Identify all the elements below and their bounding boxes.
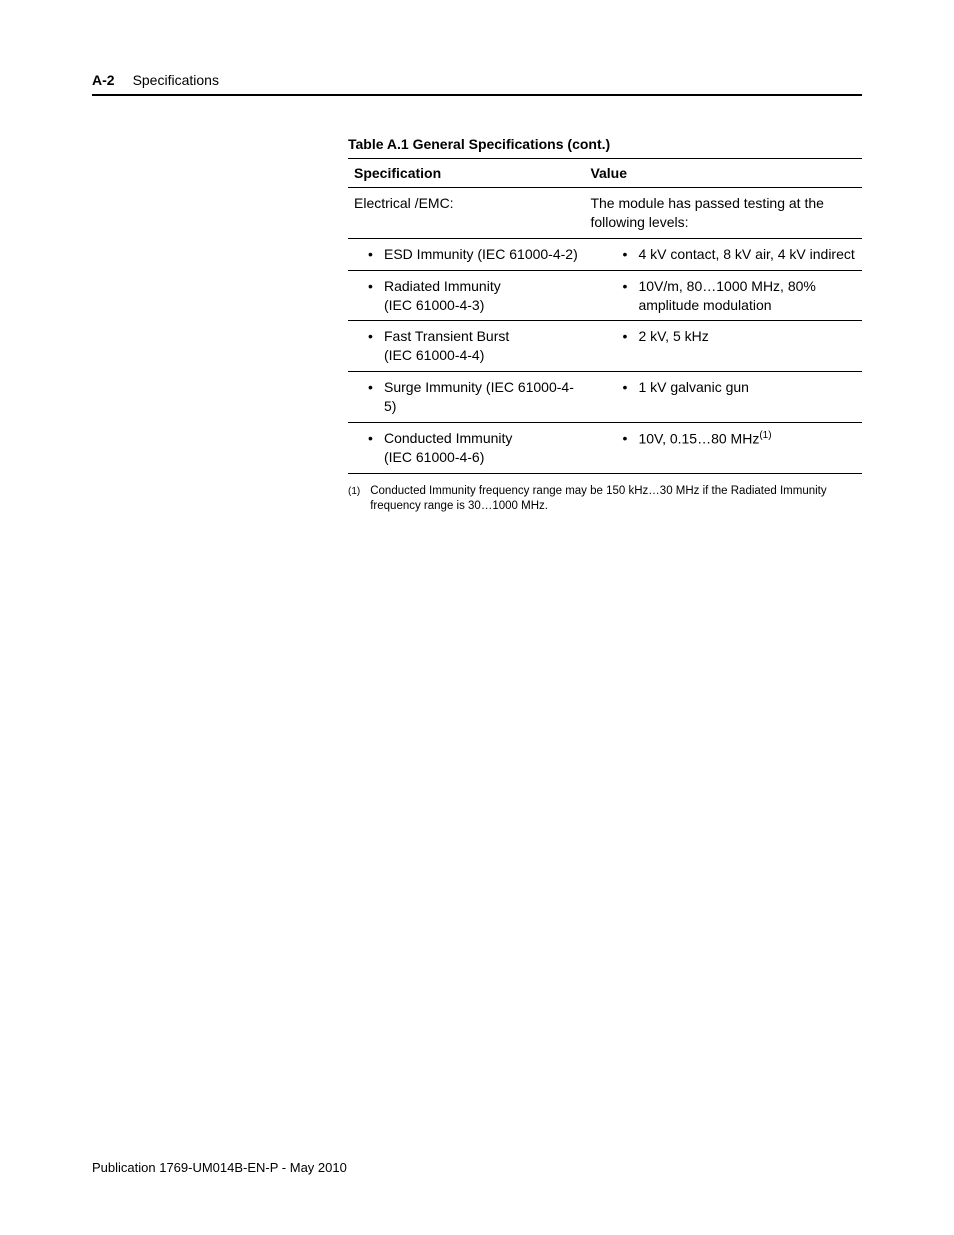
- spec-cell: Surge Immunity (IEC 61000-4-5): [348, 372, 584, 423]
- value-cell: The module has passed testing at the fol…: [584, 188, 862, 239]
- content-area: Table A.1 General Specifications (cont.)…: [348, 136, 862, 515]
- footnote-text: Conducted Immunity frequency range may b…: [370, 484, 862, 515]
- value-cell: 10V/m, 80…1000 MHz, 80% amplitude modula…: [584, 270, 862, 321]
- value-line2: amplitude modulation: [638, 297, 771, 313]
- footnote: (1) Conducted Immunity frequency range m…: [348, 484, 862, 515]
- value-cell: 1 kV galvanic gun: [584, 372, 862, 423]
- spec-line1: Fast Transient Burst: [384, 328, 509, 344]
- table-row: Conducted Immunity (IEC 61000-4-6) 10V, …: [348, 423, 862, 474]
- value-bullet-text: 1 kV galvanic gun: [622, 378, 856, 397]
- footnote-marker: (1): [348, 484, 360, 515]
- spec-bullet-text: Surge Immunity (IEC 61000-4-5): [368, 378, 578, 416]
- table-row: ESD Immunity (IEC 61000-4-2) 4 kV contac…: [348, 238, 862, 270]
- spec-cell: Conducted Immunity (IEC 61000-4-6): [348, 423, 584, 474]
- table-row: Radiated Immunity (IEC 61000-4-3) 10V/m,…: [348, 270, 862, 321]
- value-cell: 4 kV contact, 8 kV air, 4 kV indirect: [584, 238, 862, 270]
- table-row: Electrical /EMC: The module has passed t…: [348, 188, 862, 239]
- spec-cell: Radiated Immunity (IEC 61000-4-3): [348, 270, 584, 321]
- spec-bullet-text: Conducted Immunity (IEC 61000-4-6): [368, 429, 578, 467]
- page-header: A-2 Specifications: [92, 72, 862, 96]
- page-section-title: Specifications: [133, 72, 219, 88]
- value-line1: 10V/m, 80…1000 MHz, 80%: [638, 278, 815, 294]
- spec-line2: (IEC 61000-4-3): [384, 297, 484, 313]
- col-header-specification: Specification: [348, 159, 584, 188]
- publication-footer: Publication 1769-UM014B-EN-P - May 2010: [92, 1160, 347, 1175]
- spec-cell: Fast Transient Burst (IEC 61000-4-4): [348, 321, 584, 372]
- spec-bullet-text: Fast Transient Burst (IEC 61000-4-4): [368, 327, 578, 365]
- page-number: A-2: [92, 72, 115, 88]
- table-header-row: Specification Value: [348, 159, 862, 188]
- value-cell: 10V, 0.15…80 MHz(1): [584, 423, 862, 474]
- spec-line2: (IEC 61000-4-6): [384, 449, 484, 465]
- table-row: Surge Immunity (IEC 61000-4-5) 1 kV galv…: [348, 372, 862, 423]
- value-bullet-text: 4 kV contact, 8 kV air, 4 kV indirect: [622, 245, 856, 264]
- spec-line1: Conducted Immunity: [384, 430, 512, 446]
- spec-bullet-text: ESD Immunity (IEC 61000-4-2): [368, 245, 578, 264]
- col-header-value: Value: [584, 159, 862, 188]
- value-bullet-text: 2 kV, 5 kHz: [622, 327, 856, 346]
- spec-line1: Radiated Immunity: [384, 278, 501, 294]
- table-row: Fast Transient Burst (IEC 61000-4-4) 2 k…: [348, 321, 862, 372]
- value-pre-sup: 10V, 0.15…80 MHz: [638, 431, 759, 447]
- specifications-table: Specification Value Electrical /EMC: The…: [348, 158, 862, 474]
- value-cell: 2 kV, 5 kHz: [584, 321, 862, 372]
- footnote-sup: (1): [759, 430, 771, 441]
- value-bullet-text: 10V/m, 80…1000 MHz, 80% amplitude modula…: [622, 277, 856, 315]
- spec-bullet-text: Radiated Immunity (IEC 61000-4-3): [368, 277, 578, 315]
- spec-cell: Electrical /EMC:: [348, 188, 584, 239]
- value-bullet-text: 10V, 0.15…80 MHz(1): [622, 429, 856, 449]
- spec-cell: ESD Immunity (IEC 61000-4-2): [348, 238, 584, 270]
- table-title: Table A.1 General Specifications (cont.): [348, 136, 862, 152]
- spec-line2: (IEC 61000-4-4): [384, 347, 484, 363]
